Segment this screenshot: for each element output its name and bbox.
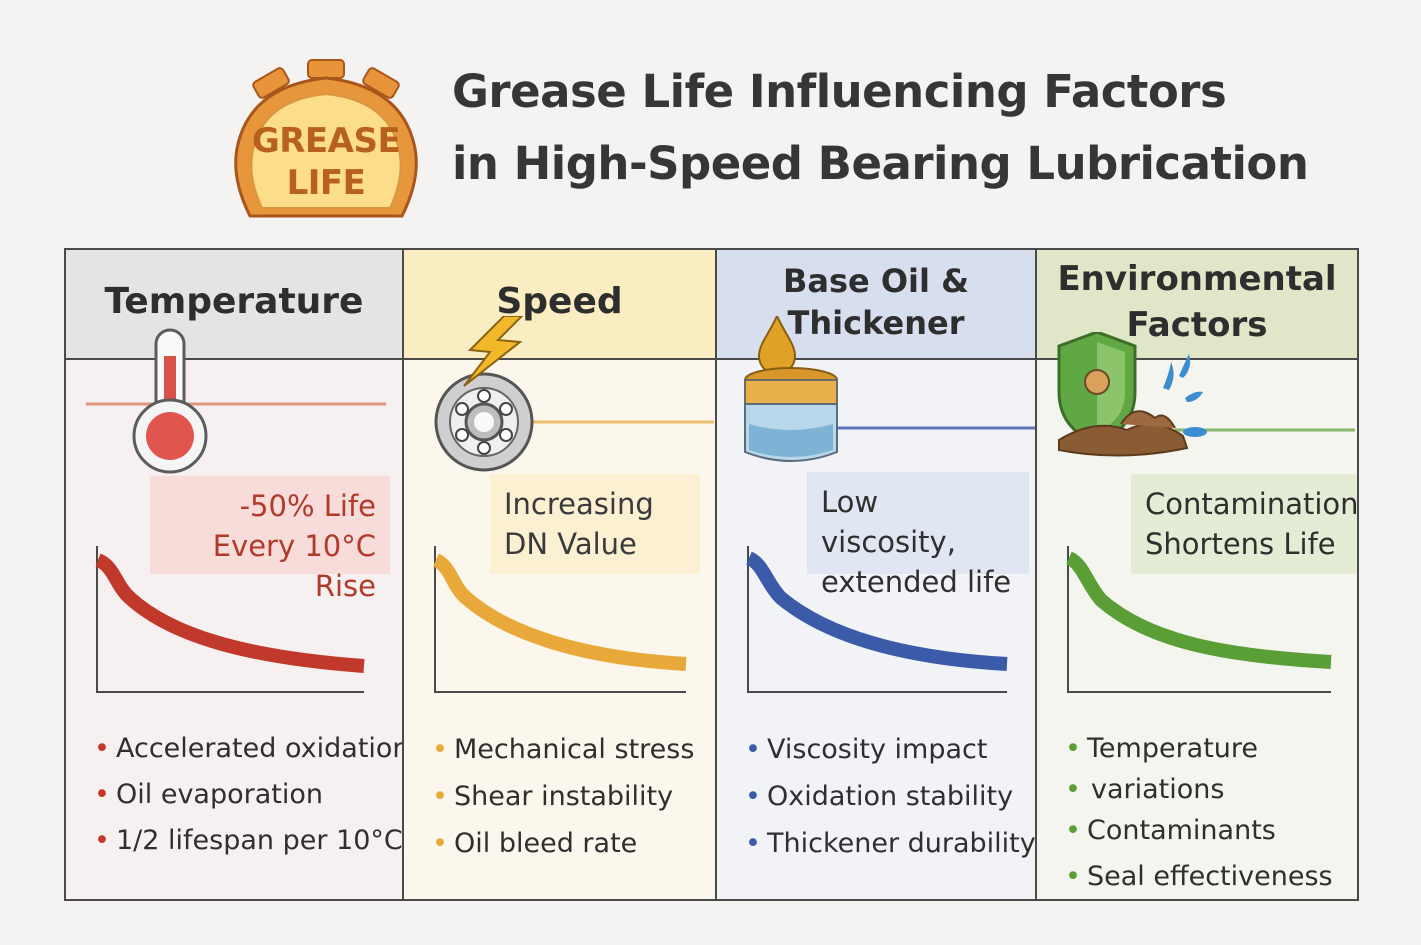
grease-life-logo: GREASE LIFE xyxy=(226,56,426,226)
callout-box: Low viscosity, extended life xyxy=(807,472,1029,599)
bullet-list: Temperature variations Contaminants Seal… xyxy=(1065,726,1333,900)
logo-line2: LIFE xyxy=(286,163,366,203)
heading-line2: Factors xyxy=(1126,305,1268,345)
callout-box: -50% Life Every 10°C Rise xyxy=(150,476,390,603)
page-title: Grease Life Influencing Factors in High-… xyxy=(452,56,1352,200)
bearing-lightning-icon xyxy=(434,316,714,472)
decline-curve-chart xyxy=(745,546,1008,693)
column-temperature: Temperature -50% Life Every 10°C Rise Ac… xyxy=(66,250,410,899)
heading-line1: Environmental xyxy=(1057,259,1337,299)
oil-drop-jar-icon xyxy=(744,316,1037,462)
callout-line2: extended life xyxy=(821,565,1012,599)
bullet-list: Mechanical stress Shear instability Oil … xyxy=(432,726,694,867)
bullet-item: Viscosity impact xyxy=(745,726,1036,773)
column-heading: Environmental Factors xyxy=(1037,250,1357,360)
shield-contamination-icon xyxy=(1057,332,1355,457)
factors-grid: Temperature -50% Life Every 10°C Rise Ac… xyxy=(64,248,1359,901)
bullet-item: Shear instability xyxy=(432,773,694,820)
heading-line1: Temperature xyxy=(104,281,364,322)
heading-line1: Base Oil & xyxy=(782,262,970,300)
bullet-item: Mechanical stress xyxy=(432,726,694,773)
callout-line2: DN Value xyxy=(504,527,637,561)
bullet-item: Contaminants xyxy=(1065,808,1333,854)
title-line2: in High-Speed Bearing Lubrication xyxy=(452,137,1309,190)
column-heading: Speed xyxy=(404,250,715,360)
callout-line1: Contamination xyxy=(1145,487,1359,521)
thermometer-icon xyxy=(86,328,386,474)
gear-badge-icon xyxy=(234,59,418,218)
logo-line1: GREASE xyxy=(251,121,401,161)
bullet-item: Temperature xyxy=(1065,726,1333,772)
callout-line1: -50% Life xyxy=(239,489,376,523)
bullet-list: Viscosity impact Oxidation stability Thi… xyxy=(745,726,1036,867)
bullet-item: Seal effectiveness xyxy=(1065,854,1333,900)
title-line1: Grease Life Influencing Factors xyxy=(452,65,1227,118)
callout-line1: Low viscosity, xyxy=(821,485,956,559)
bullet-item-continuation: variations xyxy=(1065,772,1333,808)
bullet-item: Oil bleed rate xyxy=(432,820,694,867)
column-speed: Speed Increasing DN Value xyxy=(402,250,715,899)
bullet-list: Accelerated oxidation Oil evaporation 1/… xyxy=(94,726,410,864)
bullet-item: 1/2 lifespan per 10°C xyxy=(94,818,410,864)
column-body: Low viscosity, extended life Viscosity i… xyxy=(717,316,1037,899)
bullet-item: Accelerated oxidation xyxy=(94,726,410,772)
decline-curve-chart xyxy=(1065,546,1332,693)
decline-curve-chart xyxy=(432,546,687,693)
callout-box: Contamination Shortens Life xyxy=(1131,474,1359,574)
column-body: -50% Life Every 10°C Rise Accelerated ox… xyxy=(66,328,410,899)
bullet-item: Thickener durability xyxy=(745,820,1036,867)
column-heading: Temperature xyxy=(66,250,402,360)
column-body: Contamination Shortens Life Temperature … xyxy=(1037,332,1359,900)
callout-box: Increasing DN Value xyxy=(490,474,700,574)
column-base-oil-thickener: Base Oil & Thickener Low viscosity, exte… xyxy=(715,250,1037,899)
column-environmental-factors: Environmental Factors Contamination Shor… xyxy=(1035,250,1359,900)
column-body: Increasing DN Value Mechanical stress Sh… xyxy=(404,316,715,899)
bullet-item: Oxidation stability xyxy=(745,773,1036,820)
bullet-item: Oil evaporation xyxy=(94,772,410,818)
heading-line2: Thickener xyxy=(787,304,965,342)
callout-line2: Every 10°C Rise xyxy=(212,529,376,603)
decline-curve-chart xyxy=(94,546,365,693)
callout-line2: Shortens Life xyxy=(1145,527,1336,561)
callout-line1: Increasing xyxy=(504,487,654,521)
